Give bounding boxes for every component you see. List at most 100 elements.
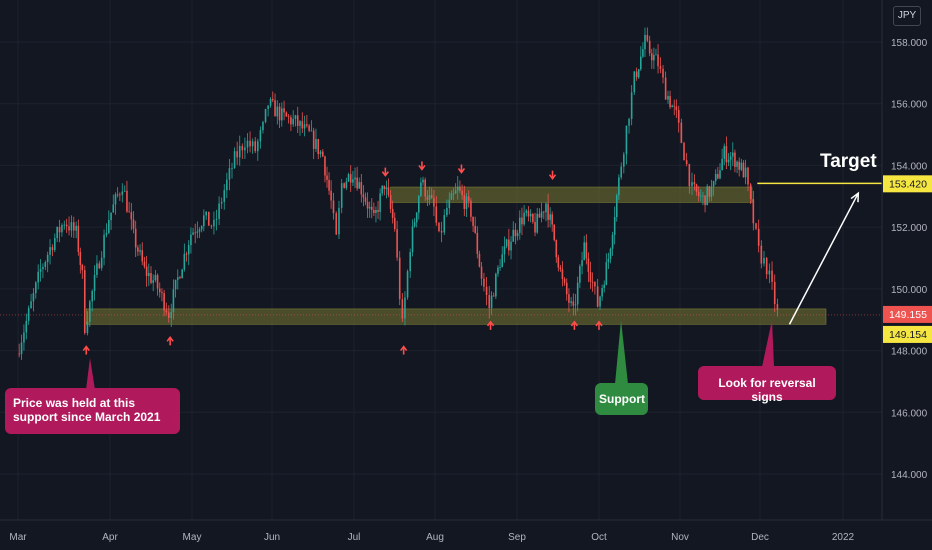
- candle-body: [35, 282, 37, 294]
- x-tick-label: Mar: [9, 532, 27, 543]
- candle-body: [114, 194, 117, 205]
- candle-body: [642, 49, 644, 57]
- currency-badge[interactable]: JPY: [893, 6, 921, 26]
- down-arrow-icon: [457, 164, 466, 174]
- candle-body: [576, 282, 579, 305]
- candle-body: [443, 215, 446, 233]
- candle-body: [478, 253, 481, 267]
- candle-body: [32, 293, 35, 302]
- candle-body: [401, 299, 404, 319]
- candle-body: [518, 217, 521, 233]
- candle-body: [467, 196, 470, 201]
- candle-body: [637, 69, 640, 78]
- candle-body: [281, 108, 283, 121]
- candle-body: [646, 34, 649, 41]
- candle-body: [497, 267, 499, 274]
- candle-body: [46, 254, 49, 263]
- candle-body: [110, 212, 112, 221]
- candle-body: [285, 112, 288, 117]
- candle-body: [744, 167, 747, 178]
- candle-body: [426, 196, 429, 200]
- candle-body: [220, 201, 223, 204]
- candle-body: [238, 145, 241, 158]
- candle-body: [218, 203, 220, 219]
- y-tick-label: 154.000: [891, 161, 928, 172]
- candle-body: [747, 167, 749, 185]
- candle-body: [435, 206, 438, 223]
- candle-body: [27, 308, 30, 321]
- candle-body: [368, 206, 371, 209]
- candle-body: [96, 263, 98, 275]
- y-tick-label: 158.000: [891, 38, 928, 49]
- candle-body: [352, 179, 354, 183]
- candle-body: [276, 106, 279, 117]
- candle-body: [740, 162, 743, 170]
- candle-body: [128, 211, 130, 213]
- candle-body: [557, 257, 560, 268]
- candle-body: [708, 186, 711, 197]
- candle-body: [428, 195, 431, 200]
- candle-body: [93, 274, 96, 291]
- candle-body: [267, 105, 269, 109]
- candle-body: [688, 164, 691, 187]
- candle-body: [673, 105, 676, 107]
- candle-body: [495, 273, 497, 297]
- candle-body: [559, 267, 562, 270]
- candle-body: [723, 146, 726, 159]
- candle-body: [420, 182, 422, 196]
- candle-body: [86, 321, 89, 334]
- candle-body: [503, 246, 506, 255]
- candle-body: [345, 181, 348, 188]
- price-label-highlight: [883, 325, 932, 343]
- candle-body: [623, 154, 625, 167]
- y-tick-label: 152.000: [891, 223, 928, 234]
- price-label-text: 149.154: [889, 329, 927, 341]
- candle-body: [330, 190, 332, 201]
- price-label-target: [883, 175, 932, 193]
- candle-body: [79, 251, 82, 265]
- candle-body: [75, 225, 77, 231]
- candle-body: [98, 263, 101, 269]
- candle-body: [154, 275, 157, 281]
- candle-body: [572, 301, 575, 306]
- candle-body: [362, 194, 365, 198]
- candle-body: [553, 224, 556, 241]
- candle-body: [776, 304, 779, 310]
- candle-body: [393, 217, 396, 230]
- candle-body: [714, 173, 717, 182]
- candle-body: [648, 40, 651, 54]
- candle-body: [203, 215, 205, 227]
- candle-body: [749, 184, 752, 200]
- candle-body: [343, 183, 345, 188]
- candle-body: [768, 270, 771, 275]
- candle-body: [196, 231, 199, 233]
- candle-body: [148, 273, 150, 277]
- candle-body: [306, 124, 308, 126]
- candle-body: [628, 118, 630, 126]
- candle-body: [630, 92, 633, 119]
- candle-body: [200, 226, 203, 230]
- candle-body: [321, 151, 324, 157]
- x-tick-label: 2022: [832, 532, 855, 543]
- candle-body: [294, 115, 297, 120]
- candle-body: [555, 240, 558, 258]
- candle-body: [328, 179, 330, 191]
- candle-body: [308, 125, 310, 131]
- candle-body: [269, 99, 272, 106]
- candle-body: [448, 199, 451, 209]
- candle-body: [134, 228, 137, 248]
- candle-body: [485, 286, 488, 295]
- candle-body: [667, 96, 669, 100]
- x-tick-label: Jun: [264, 532, 280, 543]
- x-tick-label: Aug: [426, 532, 444, 543]
- candle-body: [418, 195, 420, 213]
- candle-body: [534, 221, 536, 233]
- candle-body: [755, 223, 757, 229]
- candle-body: [183, 253, 186, 270]
- y-tick-label: 150.000: [891, 285, 928, 296]
- candle-body: [303, 124, 306, 129]
- candle-body: [529, 213, 532, 217]
- candle-body: [25, 320, 28, 333]
- candle-body: [657, 54, 659, 67]
